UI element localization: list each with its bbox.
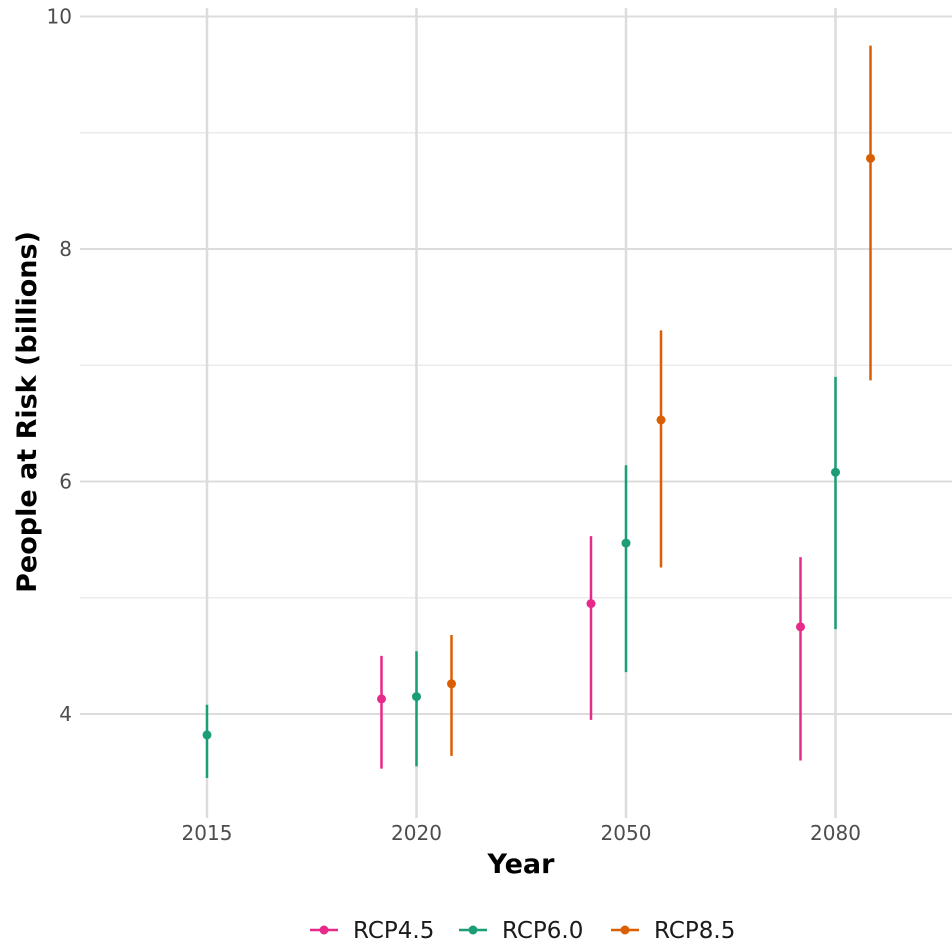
grid-lines — [80, 8, 952, 818]
legend-label: RCP4.5 — [353, 918, 434, 944]
y-tick-label: 4 — [59, 702, 72, 726]
data-point — [656, 415, 666, 425]
y-tick-label: 10 — [47, 5, 72, 29]
y-tick-label: 6 — [59, 470, 72, 494]
x-tick-label: 2080 — [810, 821, 861, 845]
data-point — [866, 153, 875, 163]
x-tick-label: 2015 — [182, 821, 233, 845]
legend-item: RCP8.5 — [611, 918, 735, 944]
x-tick-label: 2020 — [391, 821, 442, 845]
x-axis-title: Year — [487, 849, 556, 880]
data-point — [377, 694, 386, 704]
legend-key-point — [319, 925, 329, 935]
legend-label: RCP6.0 — [502, 918, 583, 944]
data-point — [586, 599, 596, 609]
x-tick-label: 2050 — [601, 821, 652, 845]
data-point — [447, 679, 456, 689]
y-tick-labels: 4 6 8 10 — [47, 5, 72, 727]
legend-label: RCP8.5 — [654, 918, 735, 944]
y-tick-label: 8 — [59, 237, 72, 261]
legend-item: RCP4.5 — [310, 918, 434, 944]
data-point — [621, 538, 631, 548]
data-point — [412, 692, 421, 702]
legend-key-point — [620, 925, 630, 935]
data-point — [831, 467, 840, 477]
data-marks — [202, 45, 875, 778]
y-axis-title: People at Risk (billions) — [12, 231, 43, 593]
legend: RCP4.5 RCP6.0 RCP8.5 — [310, 918, 735, 944]
data-point — [796, 622, 805, 632]
legend-item: RCP6.0 — [459, 918, 583, 944]
data-point — [202, 730, 212, 740]
legend-key-point — [468, 925, 478, 935]
x-tick-labels: 2015 2020 2050 2080 — [182, 821, 861, 845]
